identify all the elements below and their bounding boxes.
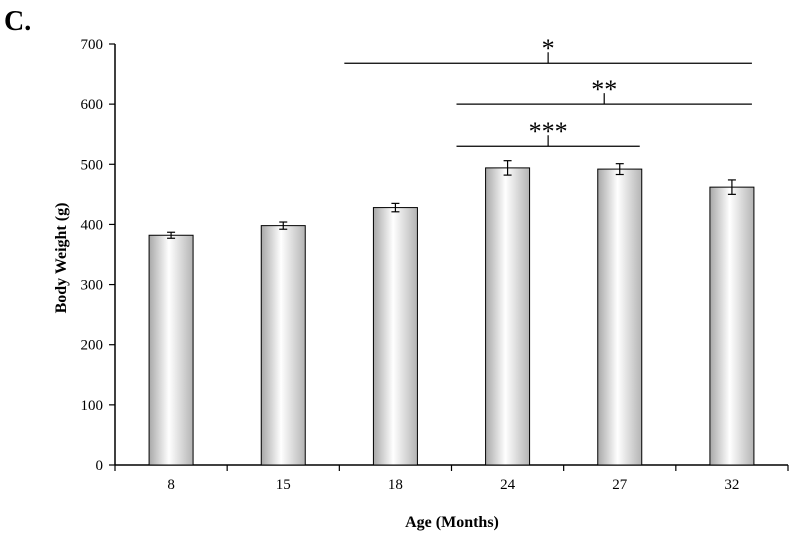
y-tick-label-400: 400 — [81, 217, 104, 233]
x-tick-label-27: 27 — [612, 477, 628, 493]
y-tick-label-700: 700 — [81, 37, 104, 53]
bar-15 — [260, 225, 306, 466]
significance-label-3: *** — [529, 117, 568, 146]
x-axis-title: Age (Months) — [405, 514, 499, 531]
panel-label: C. — [4, 6, 31, 37]
y-axis-title: Body Weight (g) — [53, 203, 70, 314]
y-tick-label-200: 200 — [81, 338, 104, 354]
x-tick-label-24: 24 — [500, 477, 516, 493]
x-tick-label-32: 32 — [724, 477, 739, 493]
bar-18 — [372, 207, 418, 466]
y-tick-label-300: 300 — [81, 278, 104, 294]
x-tick-label-15: 15 — [276, 477, 291, 493]
significance-label-2: ** — [591, 75, 617, 104]
significance-label-1: * — [542, 34, 555, 63]
x-tick-label-8: 8 — [167, 477, 175, 493]
bar-8 — [148, 234, 194, 466]
x-tick-label-18: 18 — [388, 477, 403, 493]
bar-24 — [485, 167, 531, 466]
y-tick-label-100: 100 — [81, 398, 104, 414]
y-tick-label-600: 600 — [81, 97, 104, 113]
y-tick-label-500: 500 — [81, 157, 104, 173]
bar-27 — [597, 168, 643, 466]
y-tick-label-0: 0 — [96, 458, 104, 474]
bar-32 — [709, 186, 755, 466]
